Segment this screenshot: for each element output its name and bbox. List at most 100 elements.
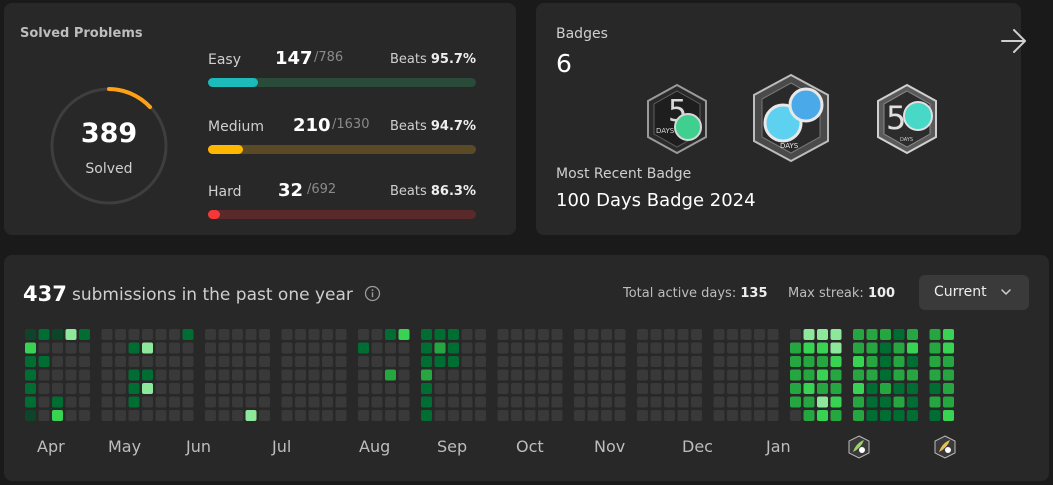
heatmap-cell[interactable] <box>929 410 941 421</box>
heatmap-cell[interactable] <box>115 329 126 340</box>
heatmap-cell[interactable] <box>128 329 140 340</box>
heatmap-cell[interactable] <box>218 369 230 381</box>
heatmap-cell[interactable] <box>448 356 459 367</box>
heatmap-cell[interactable] <box>650 356 662 367</box>
heatmap-cell[interactable] <box>38 356 50 367</box>
heatmap-cell[interactable] <box>790 410 801 421</box>
heatmap-cell[interactable] <box>385 396 396 408</box>
heatmap-cell[interactable] <box>358 396 369 408</box>
heatmap-cell[interactable] <box>38 329 50 340</box>
heatmap-cell[interactable] <box>511 383 522 394</box>
heatmap-cell[interactable] <box>803 396 815 408</box>
heatmap-cell[interactable] <box>461 329 473 340</box>
heatmap-cell[interactable] <box>155 396 167 408</box>
heatmap-cell[interactable] <box>128 396 140 408</box>
heatmap-cell[interactable] <box>511 410 522 421</box>
heatmap-cell[interactable] <box>601 329 612 340</box>
heatmap-cell[interactable] <box>335 396 347 408</box>
heatmap-cell[interactable] <box>218 329 230 340</box>
heatmap-cell[interactable] <box>767 329 779 340</box>
heatmap-cell[interactable] <box>475 356 486 367</box>
heatmap-cell[interactable] <box>511 396 522 408</box>
heatmap-cell[interactable] <box>929 342 941 354</box>
heatmap-cell[interactable] <box>65 342 77 354</box>
heatmap-cell[interactable] <box>740 356 752 367</box>
heatmap-cell[interactable] <box>830 410 842 421</box>
heatmap-cell[interactable] <box>691 342 702 354</box>
heatmap-cell[interactable] <box>907 369 918 381</box>
heatmap-cell[interactable] <box>398 410 410 421</box>
heatmap-cell[interactable] <box>727 396 738 408</box>
heatmap-cell[interactable] <box>155 356 167 367</box>
heatmap-cell[interactable] <box>574 329 585 340</box>
heatmap-cell[interactable] <box>259 410 270 421</box>
heatmap-cell[interactable] <box>830 342 842 354</box>
heatmap-cell[interactable] <box>866 342 878 354</box>
heatmap-cell[interactable] <box>232 410 243 421</box>
heatmap-cell[interactable] <box>511 356 522 367</box>
100-days-badge-icon[interactable]: DAYS <box>750 73 832 163</box>
heatmap-cell[interactable] <box>281 356 293 367</box>
heatmap-cell[interactable] <box>754 356 765 367</box>
heatmap-cell[interactable] <box>727 329 738 340</box>
heatmap-cell[interactable] <box>461 383 473 394</box>
heatmap-cell[interactable] <box>115 383 126 394</box>
heatmap-cell[interactable] <box>371 410 383 421</box>
heatmap-cell[interactable] <box>943 410 954 421</box>
heatmap-cell[interactable] <box>169 396 180 408</box>
heatmap-cell[interactable] <box>182 396 194 408</box>
heatmap-cell[interactable] <box>650 369 662 381</box>
heatmap-cell[interactable] <box>101 342 113 354</box>
heatmap-cell[interactable] <box>691 410 702 421</box>
heatmap-cell[interactable] <box>866 329 878 340</box>
heatmap-cell[interactable] <box>691 356 702 367</box>
heatmap-cell[interactable] <box>727 356 738 367</box>
heatmap-cell[interactable] <box>205 383 216 394</box>
heatmap-cell[interactable] <box>817 356 828 367</box>
heatmap-cell[interactable] <box>65 329 77 340</box>
heatmap-cell[interactable] <box>38 396 50 408</box>
heatmap-cell[interactable] <box>929 369 941 381</box>
heatmap-cell[interactable] <box>101 329 113 340</box>
heatmap-cell[interactable] <box>664 383 675 394</box>
heatmap-cell[interactable] <box>664 342 675 354</box>
heatmap-cell[interactable] <box>601 410 612 421</box>
heatmap-cell[interactable] <box>511 342 522 354</box>
heatmap-cell[interactable] <box>574 369 585 381</box>
heatmap-cell[interactable] <box>740 329 752 340</box>
heatmap-cell[interactable] <box>475 329 486 340</box>
heatmap-cell[interactable] <box>142 356 153 367</box>
heatmap-cell[interactable] <box>677 342 689 354</box>
heatmap-cell[interactable] <box>65 369 77 381</box>
heatmap-cell[interactable] <box>727 369 738 381</box>
arrow-right-icon[interactable] <box>999 27 1029 55</box>
heatmap-cell[interactable] <box>614 356 626 367</box>
heatmap-cell[interactable] <box>308 356 320 367</box>
heatmap-cell[interactable] <box>335 410 347 421</box>
heatmap-cell[interactable] <box>182 410 194 421</box>
heatmap-cell[interactable] <box>740 369 752 381</box>
heatmap-cell[interactable] <box>817 329 828 340</box>
heatmap-cell[interactable] <box>497 356 509 367</box>
heatmap-cell[interactable] <box>880 396 891 408</box>
heatmap-cell[interactable] <box>614 396 626 408</box>
heatmap-cell[interactable] <box>803 356 815 367</box>
heatmap-cell[interactable] <box>650 383 662 394</box>
heatmap-cell[interactable] <box>295 410 306 421</box>
heatmap-cell[interactable] <box>637 396 648 408</box>
heatmap-cell[interactable] <box>322 356 333 367</box>
heatmap-cell[interactable] <box>79 342 90 354</box>
heatmap-cell[interactable] <box>295 329 306 340</box>
heatmap-cell[interactable] <box>295 369 306 381</box>
heatmap-cell[interactable] <box>803 329 815 340</box>
heatmap-cell[interactable] <box>182 369 194 381</box>
heatmap-cell[interactable] <box>880 383 891 394</box>
heatmap-cell[interactable] <box>155 369 167 381</box>
heatmap-cell[interactable] <box>790 369 801 381</box>
heatmap-cell[interactable] <box>205 329 216 340</box>
heatmap-cell[interactable] <box>52 410 63 421</box>
heatmap-cell[interactable] <box>434 369 446 381</box>
heatmap-cell[interactable] <box>943 329 954 340</box>
heatmap-cell[interactable] <box>205 410 216 421</box>
heatmap-cell[interactable] <box>371 396 383 408</box>
